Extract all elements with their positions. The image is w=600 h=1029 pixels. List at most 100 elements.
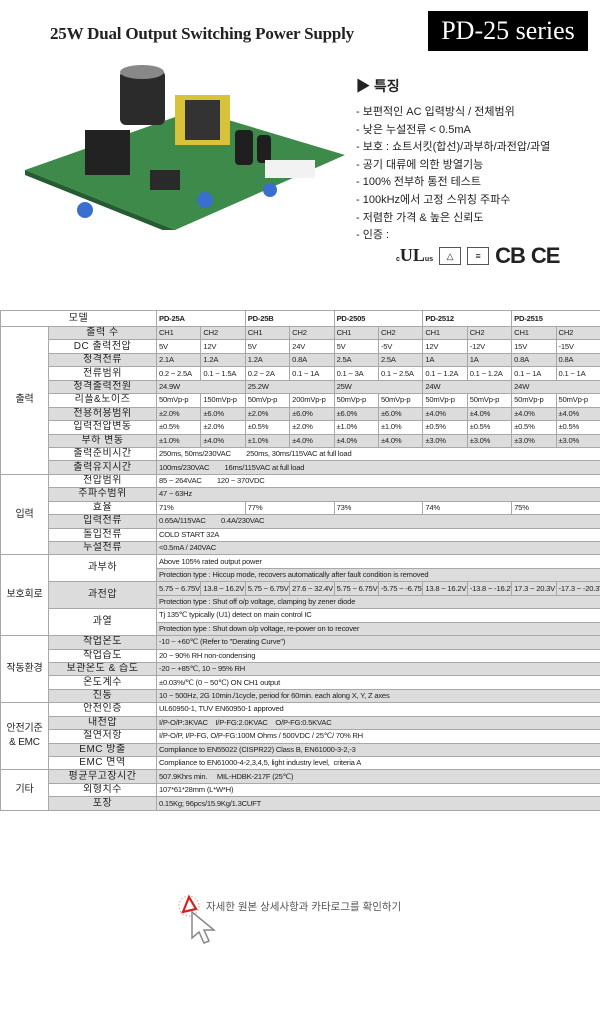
spec-value: ±0.5% <box>466 420 513 435</box>
row-label: 입력전류 <box>48 514 157 529</box>
spec-value: 0.1 ~ 1A <box>511 366 557 381</box>
table-row: 정격출력전원 24.9W 25.2W 25W 24W 24W <box>1 379 600 395</box>
spec-value: 50mVp-p <box>511 393 557 408</box>
spec-value: Protection type : Shut off o/p voltage, … <box>156 594 600 610</box>
spec-value: CH1 <box>511 325 557 341</box>
table-row: 돌입전류 COLD START 32A <box>1 527 600 543</box>
row-label: 안전인증 <box>48 702 157 717</box>
row-label: 온도계수 <box>48 675 157 690</box>
row-label: 주파수범위 <box>48 487 157 502</box>
feature-item: - 보편적인 AC 입력방식 / 전체범위 <box>356 106 515 118</box>
category-cell: 출력 <box>0 326 49 475</box>
spec-value: 74% <box>422 500 513 516</box>
spec-value: ±0.03%/℃ (0 ~ 50℃) ON CH1 output <box>156 675 600 690</box>
spec-value: CH1 <box>244 325 291 341</box>
row-label: EMC 면역 <box>48 755 157 771</box>
spec-value: 50mVp-p <box>155 393 202 408</box>
model-label: 모델 <box>0 310 157 327</box>
features-section: ▶ 특징 - 보편적인 AC 입력방식 / 전체범위 - 낮은 누설전류 < 0… <box>356 76 561 269</box>
spec-value: ±4.0% <box>377 433 424 448</box>
spec-value: 85 ~ 264VAC 120 ~ 370VDC <box>156 473 600 489</box>
table-row: 과전압 5.75 ~ 6.75V 13.8 ~ 16.2V 5.75 ~ 6.75V 2… <box>1 581 600 610</box>
row-label: 출력준비시간 <box>48 446 157 462</box>
table-row: 누설전류 <0.5mA / 240VAC <box>1 540 600 556</box>
spec-value: Compliance to EN55022 (CISPR22) Class B,… <box>156 742 600 758</box>
table-row: 내전압 I/P-O/P:3KVAC I/P-FG:2.0KVAC O/P-FG:0… <box>1 715 600 731</box>
spec-value: 24V <box>289 339 335 354</box>
spec-value: 2.1A <box>155 352 202 368</box>
spec-value: ±0.5% <box>555 420 600 435</box>
spec-value: ±1.0% <box>244 433 291 448</box>
spec-value: ±6.0% <box>200 406 246 422</box>
spec-value: CH1 <box>422 325 468 341</box>
spec-value: -17.3 ~ -20.3V <box>555 581 600 596</box>
table-row: 기타 평균무고장시간 507.9Khrs min. MIL-HDBK-217F (2… <box>0 769 600 811</box>
catalog-link[interactable]: 자세한 원본 상세사항과 카타로그를 확인하기 <box>176 893 401 919</box>
spec-value: CH2 <box>555 325 600 341</box>
row-label: 포장 <box>48 796 157 811</box>
spec-value: ±4.0% <box>200 433 246 448</box>
spec-value: ±0.5% <box>422 420 468 435</box>
spec-value: 13.8 ~ 16.2V <box>200 581 246 596</box>
row-label: 누설전류 <box>48 540 157 556</box>
row-label: EMC 방출 <box>48 742 157 758</box>
spec-value: -5V <box>377 339 424 354</box>
row-label: 보관온도 & 습도 <box>48 661 157 677</box>
catalog-link-text[interactable]: 자세한 원본 상세사항과 카타로그를 확인하기 <box>206 900 402 913</box>
spec-value: 0.1 ~ 1A <box>289 366 335 381</box>
row-label: 전압범위 <box>48 473 157 489</box>
table-row: Protection type : Hiccup mode, recovers … <box>1 567 600 583</box>
ce-logo: CE <box>530 242 561 268</box>
spec-value: ±4.0% <box>289 433 335 448</box>
spec-value: COLD START 32A <box>156 527 600 543</box>
spec-value: 0.1 ~ 1.5A <box>200 366 246 381</box>
spec-value: 1.2A <box>200 352 246 368</box>
feature-item: - 낮은 누설전류 < 0.5mA <box>356 123 471 136</box>
cb-logo: CB <box>495 242 526 268</box>
spec-value: I/P-O/P:3KVAC I/P-FG:2.0KVAC O/P-FG:0.5K… <box>156 715 600 731</box>
spec-value: 10 ~ 500Hz, 2G 10min./1cycle, period for… <box>156 688 600 704</box>
spec-value: ±2.0% <box>200 420 246 435</box>
table-row: 입력전류 0.65A/115VAC 0.4A/230VAC <box>1 514 600 529</box>
row-label: 전용허용범위 <box>48 406 157 422</box>
category-cell: 안전기준 & EMC <box>0 702 49 771</box>
spec-value: -15V <box>555 339 600 354</box>
spec-value: 5.75 ~ 6.75V <box>333 581 379 596</box>
feature-item: - 보호 : 쇼트서킷(합선)/과부하/과전압/과열 <box>356 141 551 154</box>
model-name: PD-25A <box>156 310 246 327</box>
spec-value: 0.1 ~ 1.2A <box>466 366 513 381</box>
spec-value: 77% <box>244 500 335 516</box>
row-label: 작업온도 <box>48 635 157 650</box>
table-row: 출력유지시간 100ms/230VAC 16ms/115VAC at full l… <box>1 460 600 475</box>
table-row: 입력 전압범위 85 ~ 264VAC 120 ~ 370VDC <box>0 473 600 556</box>
spec-value: 1.2A <box>244 352 291 368</box>
row-label: 작업습도 <box>48 648 157 663</box>
spec-value: 5V <box>155 339 202 354</box>
row-label: 과열 <box>48 608 157 637</box>
spec-value: 200mVp-p <box>289 393 335 408</box>
spec-value: 0.65A/115VAC 0.4A/230VAC <box>156 514 600 529</box>
spec-value: -10 ~ +60℃ (Refer to "Derating Curve") <box>156 635 600 650</box>
spec-value: ±4.0% <box>511 406 557 422</box>
spec-value: 5V <box>244 339 291 354</box>
spec-value: 0.8A <box>555 352 600 368</box>
series-badge: PD-25 series <box>428 11 588 51</box>
table-row: 절연저항 I/P-O/P, I/P-FG, O/P-FG:100M Ohms / … <box>1 729 600 744</box>
spec-value: 150mVp-p <box>200 393 246 408</box>
spec-value: 50mVp-p <box>422 393 468 408</box>
spec-value: ±1.0% <box>155 433 202 448</box>
spec-value: ±2.0% <box>289 420 335 435</box>
spec-value: 25.2W <box>244 379 335 395</box>
spec-value: UL60950-1, TUV EN60950-1 approved <box>156 702 600 717</box>
tuv-logo: △ <box>439 246 462 265</box>
table-row: 부하 변동 ±1.0% ±4.0% ±1.0% ±4.0% ±4.0% ±4.0% ±3.0%… <box>1 433 600 448</box>
feature-item: - 저렴한 가격 & 높은 신뢰도 <box>356 211 484 224</box>
row-label: 평균무고장시간 <box>48 769 157 784</box>
spec-value: 50mVp-p <box>333 393 379 408</box>
spec-value: 5V <box>333 339 379 354</box>
spec-value: 1A <box>466 352 513 368</box>
table-row: 작업습도 20 ~ 90% RH non-condensing <box>1 648 600 663</box>
spec-value: ±4.0% <box>422 406 468 422</box>
table-row: 정격전류 2.1A 1.2A 1.2A 0.8A 2.5A 2.5A 1A 1A 0.8A 0.8A <box>1 352 600 368</box>
table-row: 진동 10 ~ 500Hz, 2G 10min./1cycle, period f… <box>1 688 600 704</box>
